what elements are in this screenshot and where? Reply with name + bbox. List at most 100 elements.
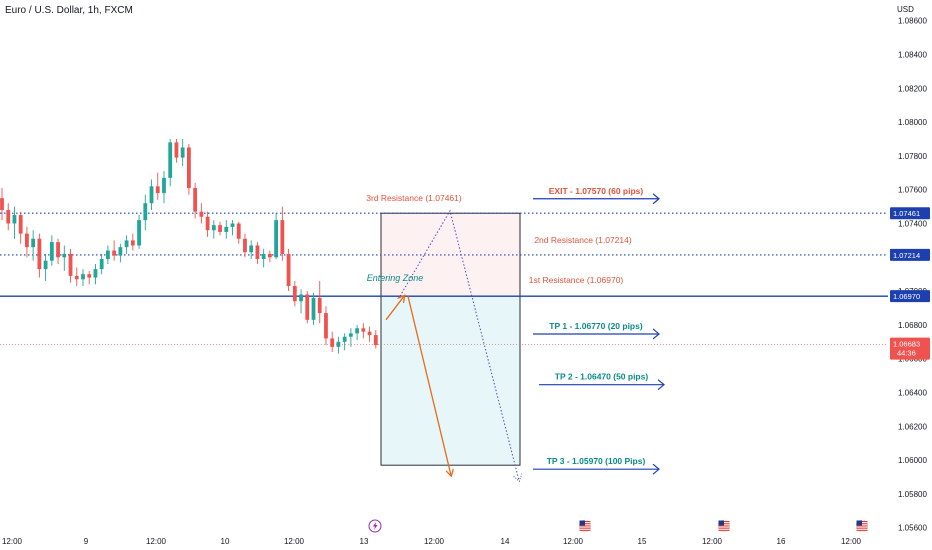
candlesticks — [0, 139, 378, 354]
candle-body — [236, 223, 241, 239]
candle — [224, 220, 229, 239]
candle — [18, 211, 23, 244]
candle — [137, 215, 141, 249]
candle-body — [373, 335, 378, 346]
price-tick-label: 1.08200 — [898, 84, 927, 93]
candle-body — [348, 333, 353, 337]
stop-zone[interactable] — [381, 213, 520, 297]
us-flag-icon[interactable] — [578, 519, 592, 533]
us-flag-icon[interactable] — [717, 519, 731, 533]
candle-body — [211, 225, 216, 231]
candle-body — [367, 331, 372, 336]
flag-stripe — [856, 527, 868, 529]
target-zone[interactable] — [381, 296, 520, 466]
flag-stripe — [718, 525, 730, 527]
candle — [162, 171, 166, 204]
candle — [93, 264, 98, 285]
resistance-3-label: 3rd Resistance (1.07461) — [366, 193, 462, 203]
time-tick-label: 12:00 — [2, 537, 23, 546]
flag-stripe — [579, 529, 591, 531]
candle — [168, 139, 173, 187]
candle — [68, 248, 73, 283]
candle-body — [355, 328, 360, 334]
candle — [112, 240, 117, 261]
resistance-levels — [0, 212, 888, 297]
countdown-text: 44:36 — [897, 349, 916, 358]
candle-body — [311, 297, 316, 320]
event-markers[interactable] — [368, 519, 869, 533]
time-tick-label: 13 — [360, 537, 369, 546]
time-tick-label: 12:00 — [702, 537, 723, 546]
candle — [218, 221, 222, 236]
candle-body — [305, 294, 310, 320]
candle — [324, 306, 328, 346]
target-arrow-head — [652, 328, 660, 340]
candle-body — [130, 240, 135, 246]
level-price-tag-bg — [890, 290, 930, 303]
candle — [299, 289, 303, 314]
candle — [261, 248, 266, 268]
time-tick-label: 12:00 — [563, 537, 584, 546]
trade-paths — [385, 209, 519, 481]
candle — [367, 326, 372, 342]
time-axis[interactable]: 12:00 9 12:00 10 12:00 13 12:00 14 12:00 15 12:00 1… — [2, 537, 862, 546]
level-price-tag-text: 1.06970 — [893, 292, 920, 301]
price-tick-label: 1.08400 — [898, 51, 927, 60]
candle-body — [49, 242, 54, 261]
time-tick-label: 12:00 — [424, 537, 445, 546]
candle — [348, 328, 353, 347]
candle-body — [255, 245, 260, 259]
chart-title: Euro / U.S. Dollar, 1h, FXCM — [5, 5, 133, 16]
candle-body — [43, 260, 48, 270]
candle — [236, 221, 241, 244]
candle-body — [317, 297, 322, 314]
level-price-tag-text: 1.07461 — [893, 209, 920, 218]
current-price-tag-bg — [890, 337, 930, 360]
target-label: EXIT - 1.07570 (60 pips) — [549, 186, 644, 196]
price-tick-label: 1.08600 — [898, 17, 927, 26]
candle — [87, 270, 92, 285]
candle — [355, 324, 360, 341]
candle — [267, 250, 272, 263]
candle — [342, 333, 347, 351]
candle — [336, 336, 341, 354]
level-price-tag-bg — [890, 207, 930, 220]
level-price-tag-text: 1.07214 — [893, 251, 920, 260]
candle — [62, 245, 67, 271]
candle — [211, 220, 216, 239]
time-tick-label: 12:00 — [146, 537, 167, 546]
flag-stripe — [856, 529, 868, 531]
price-tick-label: 1.05600 — [898, 524, 927, 533]
candle-body — [230, 223, 235, 227]
candle — [311, 292, 316, 325]
candle-body — [324, 313, 328, 339]
candle — [174, 139, 179, 163]
target-arrow-3: TP 2 - 1.06470 (50 pips) — [539, 372, 665, 391]
trade-zone[interactable] — [380, 212, 521, 466]
candle — [205, 211, 210, 238]
candle — [56, 238, 60, 265]
price-tick-label: 1.07800 — [898, 152, 927, 161]
candle-body — [162, 177, 166, 194]
candle — [12, 206, 17, 239]
candle — [317, 280, 322, 324]
candle — [193, 182, 198, 219]
candle — [149, 179, 154, 210]
candle-body — [62, 253, 67, 258]
candle — [230, 220, 235, 236]
level-price-tag-3: 1.06970 — [890, 290, 930, 303]
us-flag-icon[interactable] — [855, 519, 869, 533]
candle-body — [342, 336, 347, 342]
target-arrow-2: TP 1 - 1.06770 (20 pips) — [533, 321, 660, 340]
resistance-1-label: 1st Resistance (1.06970) — [529, 275, 624, 285]
candle-body — [193, 188, 198, 212]
time-tick-label: 10 — [221, 537, 230, 546]
level-price-tag-1: 1.07461 — [890, 207, 930, 220]
candle — [305, 291, 310, 324]
lightning-bolt — [373, 522, 378, 530]
lightning-icon[interactable] — [368, 519, 382, 533]
candle — [243, 233, 247, 258]
